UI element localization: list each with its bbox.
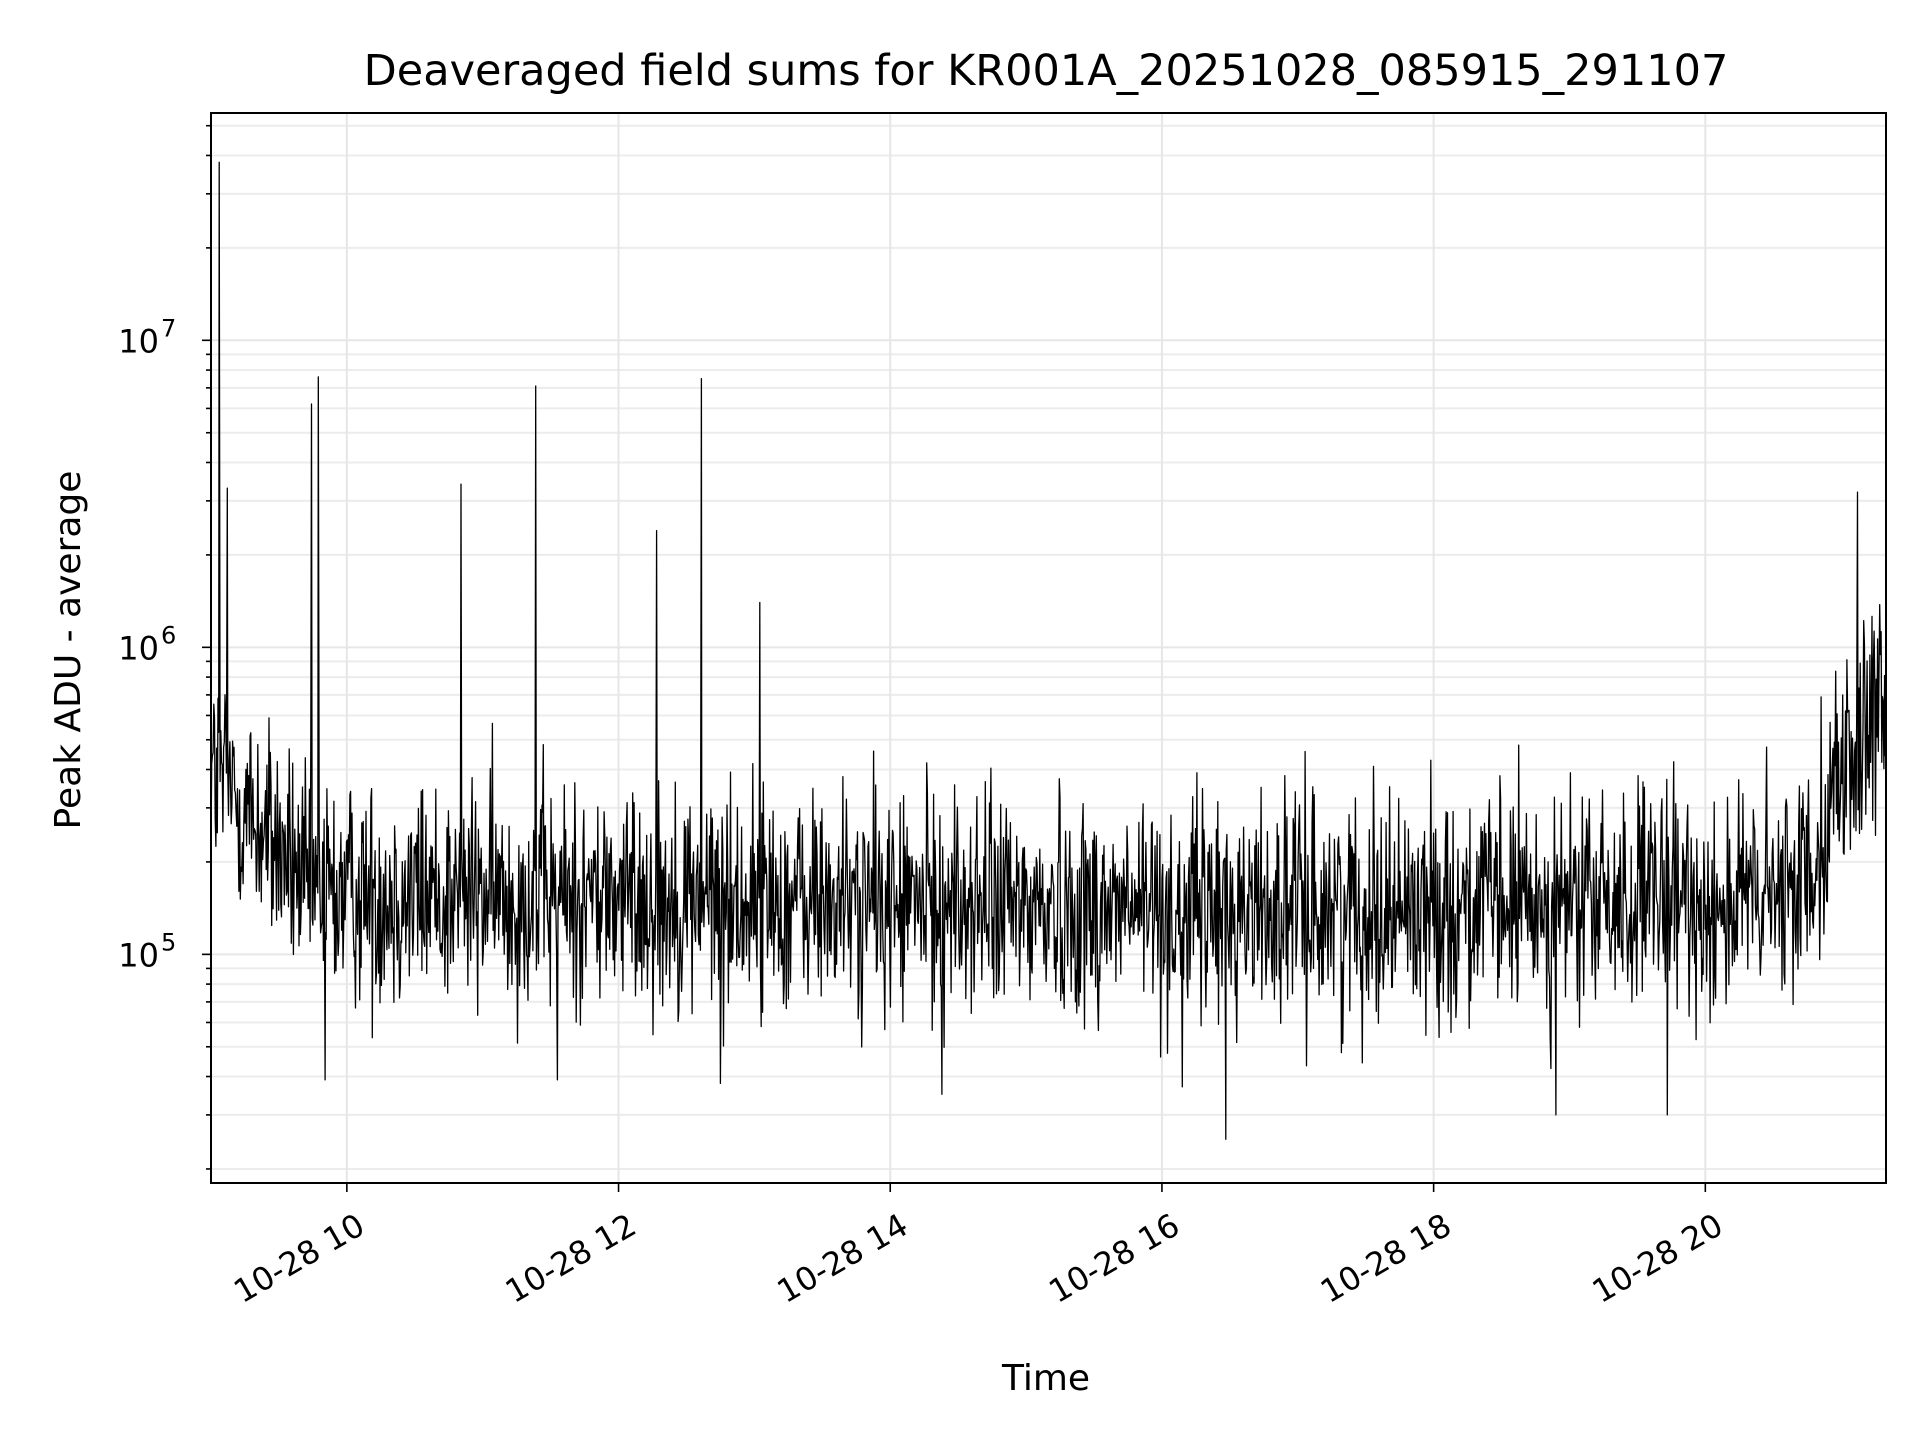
chart-title: Deaveraged field sums for KR001A_2025102… (364, 46, 1729, 96)
y-tick-label: 10 (118, 322, 159, 360)
series-line (210, 161, 1887, 1140)
y-tick-exponent: 6 (161, 621, 176, 649)
x-axis-label: Time (1001, 1358, 1090, 1399)
series-layer (210, 161, 1887, 1140)
y-axis-label: Peak ADU - average (48, 471, 89, 830)
y-tick-exponent: 7 (161, 314, 176, 342)
y-tick-label: 10 (118, 629, 159, 667)
y-tick-exponent: 5 (161, 928, 176, 956)
y-tick-label: 10 (118, 936, 159, 974)
